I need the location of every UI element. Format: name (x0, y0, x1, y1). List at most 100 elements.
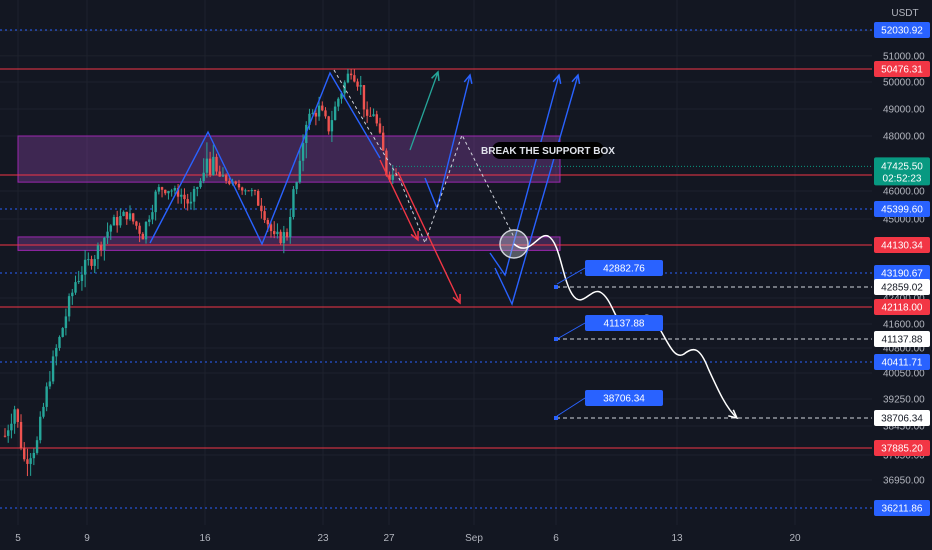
target-callout-label: 41137.88 (604, 319, 645, 330)
blue-level-price-tag-text: 40411.71 (882, 358, 923, 369)
candle-body (80, 274, 84, 281)
candle-body (157, 187, 161, 192)
candle-body (55, 347, 58, 357)
candle-body (10, 423, 13, 431)
grid-layer (0, 0, 872, 525)
time-tick-label: 9 (84, 533, 90, 544)
candle-body (282, 232, 286, 244)
candle-body (337, 98, 340, 107)
blue-projection-line[interactable] (424, 74, 471, 211)
time-tick-label: 16 (199, 533, 211, 544)
price-levels (0, 29, 872, 509)
candle-body (167, 190, 170, 194)
candle-body (385, 150, 388, 176)
candle-body (103, 237, 106, 251)
candle-body (327, 116, 330, 132)
blue-level-price-tag-text: 45399.60 (881, 205, 923, 216)
candle-body (87, 259, 90, 261)
red-arrow-head (410, 230, 419, 242)
target-callout-leader (556, 267, 586, 285)
target-level-price-tag (874, 331, 930, 347)
candle-body (71, 292, 74, 297)
candle-body (74, 282, 77, 293)
candle-body (16, 409, 20, 422)
target-level-price-tag-text: 41137.88 (882, 335, 923, 346)
candle-body (250, 190, 253, 192)
candle-body (263, 211, 266, 221)
candle-body (48, 381, 52, 387)
target-level-price-tag (874, 279, 930, 295)
candle-body (308, 113, 311, 125)
candle-body (3, 435, 7, 437)
candle-body (125, 211, 128, 220)
candle-body (253, 190, 257, 192)
note-text: BREAK THE SUPPORT BOX (481, 146, 615, 157)
historic-zigzag-line[interactable] (149, 71, 381, 246)
candle-body (292, 189, 295, 218)
price-tick-label: 50000.00 (883, 78, 925, 89)
candle-body (218, 171, 221, 177)
candle-body (228, 180, 231, 184)
candle-body (96, 245, 100, 260)
candle-body (391, 174, 394, 180)
candle-body (32, 452, 36, 459)
candle-body (128, 213, 132, 220)
target-anchor-point (554, 285, 558, 289)
red-projection-line[interactable] (397, 171, 461, 304)
last-price-tag (874, 157, 930, 186)
time-tick-label: 20 (789, 533, 801, 544)
blue-arrow-head (463, 73, 473, 84)
candle-body (106, 231, 109, 238)
candle-body (93, 259, 96, 266)
candle-body (381, 132, 385, 151)
candle-body (276, 231, 279, 235)
candle-body (42, 406, 45, 417)
candle-body (244, 190, 247, 192)
candle-body (321, 105, 324, 111)
candle-body (388, 175, 391, 180)
candle-body (372, 114, 375, 117)
candle-body (7, 430, 10, 436)
candle-body (298, 160, 302, 183)
candle-body (99, 245, 103, 251)
candle-body (205, 158, 209, 173)
red-projection-line[interactable] (379, 159, 419, 241)
candle-body (141, 233, 145, 240)
red-level-price-tag (874, 440, 930, 456)
note-box (492, 142, 604, 159)
time-tick-label: 27 (383, 533, 395, 544)
candle-body (39, 416, 42, 441)
candle-body (170, 190, 173, 192)
candle-body (311, 112, 314, 114)
candle-body (154, 191, 157, 213)
red-level-price-tag-text: 37885.20 (881, 444, 923, 455)
time-axis[interactable]: 5 9 16 23 27 Sep 6 13 20 (0, 525, 932, 550)
candle-body (196, 187, 199, 189)
dashed-projection-line[interactable] (333, 69, 515, 245)
candle-body (176, 188, 180, 197)
candle-body (295, 182, 298, 190)
candle-body (273, 231, 276, 235)
green-projection-line[interactable] (409, 71, 439, 151)
blue-projection-line[interactable] (489, 74, 560, 277)
candle-body (394, 174, 398, 176)
candle-body (35, 440, 39, 453)
candle-body (224, 175, 228, 181)
red-level-price-tag (874, 237, 930, 253)
candle-body (131, 213, 135, 222)
candle-body (260, 205, 263, 212)
price-tags: 42882.76 41137.88 38706.34 52030.92 45399.60… (556, 22, 930, 516)
target-anchor-point (554, 416, 558, 420)
candle-body (115, 217, 119, 226)
blue-level-price-tag-text: 52030.92 (881, 26, 923, 37)
candle-body (112, 217, 116, 226)
candle-body (51, 356, 55, 382)
candle-body (301, 142, 305, 161)
price-axis[interactable]: USDT 52000.0051000.0050000.0049000.00480… (872, 0, 932, 525)
candle-body (183, 194, 186, 200)
candle-body (186, 199, 189, 204)
candle-body (144, 221, 148, 240)
target-callout-label: 42882.76 (603, 264, 645, 275)
